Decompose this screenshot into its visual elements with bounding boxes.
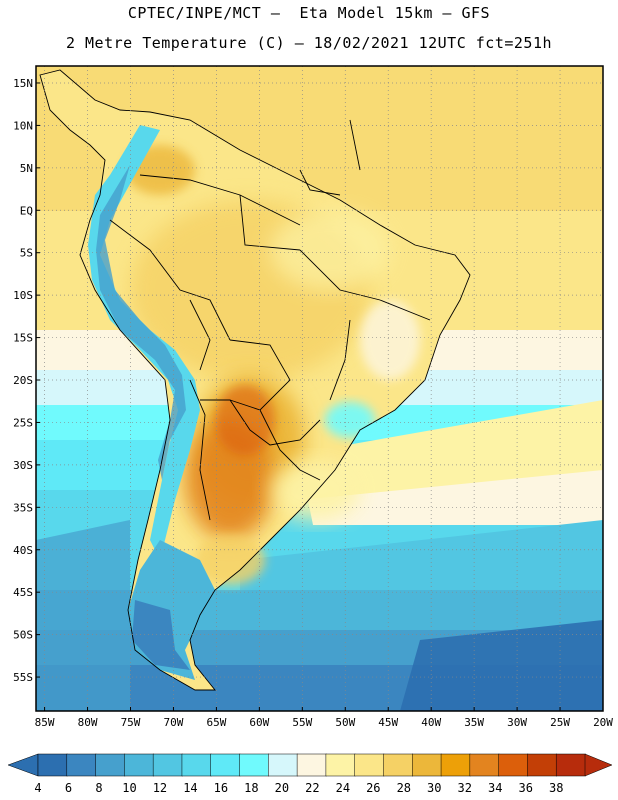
colorbar-tick-label: 24 — [336, 781, 350, 795]
latitude-tick-label: 25S — [13, 416, 33, 429]
temperature-field — [36, 66, 603, 711]
longitude-labels: 85W 80W 75W 70W 65W 60W 55W 50W 45W 40W 35W 30W 25W 2… — [35, 707, 613, 729]
longitude-tick-label: 80W — [78, 716, 98, 729]
colorbar-tick-label: 32 — [458, 781, 472, 795]
longitude-tick-label: 75W — [121, 716, 141, 729]
colorbar-swatch — [66, 753, 97, 777]
colorbar-labels: 4 6 8 10 12 14 16 18 20 22 24 26 28 30 32 34 36 38 — [34, 781, 563, 795]
colorbar-swatch — [555, 753, 586, 777]
longitude-tick-label: 35W — [464, 716, 484, 729]
longitude-tick-label: 45W — [378, 716, 398, 729]
colorbar-swatch — [296, 753, 327, 777]
longitude-tick-label: 85W — [35, 716, 55, 729]
colorbar-tick-label: 18 — [244, 781, 258, 795]
colorbar-tick-label: 12 — [153, 781, 167, 795]
colorbar-tick-label: 22 — [305, 781, 319, 795]
colorbar-tick-label: 8 — [95, 781, 102, 795]
colorbar-tick-label: 14 — [183, 781, 197, 795]
colorbar-tick-label: 28 — [397, 781, 411, 795]
colorbar-tick-label: 38 — [549, 781, 563, 795]
latitude-tick-label: 20S — [13, 374, 33, 387]
longitude-tick-label: 55W — [292, 716, 312, 729]
colorbar-swatch — [181, 753, 212, 777]
longitude-tick-label: 30W — [507, 716, 527, 729]
colorbar-low-extension — [7, 753, 39, 777]
latitude-tick-label: 45S — [13, 586, 33, 599]
colorbar-tick-label: 34 — [488, 781, 502, 795]
colorbar-tick-label: 20 — [275, 781, 289, 795]
longitude-tick-label: 50W — [335, 716, 355, 729]
latitude-tick-label: EQ — [20, 204, 33, 217]
temperature-map: 15N 10N 5N EQ 5S 10S 15S 20S 25S 30S 35S 40S 45S 50S 5… — [13, 65, 613, 729]
lat-lon-grid — [36, 66, 603, 711]
colorbar-swatch — [152, 753, 183, 777]
title-line-1: CPTEC/INPE/MCT – Eta Model 15km – GFS — [127, 4, 491, 22]
colorbar-swatch — [469, 753, 500, 777]
colorbar-swatch — [354, 753, 385, 777]
longitude-tick-label: 40W — [421, 716, 441, 729]
latitude-tick-label: 10S — [13, 289, 33, 302]
longitude-tick-label: 60W — [249, 716, 269, 729]
colorbar-swatch — [37, 753, 68, 777]
latitude-tick-label: 35S — [13, 501, 33, 514]
colorbar-tick-label: 30 — [427, 781, 441, 795]
longitude-tick-label: 65W — [206, 716, 226, 729]
map-frame — [35, 65, 604, 712]
latitude-tick-label: 55S — [13, 671, 33, 684]
colorbar-swatch — [498, 753, 529, 777]
colorbar-tick-label: 26 — [366, 781, 380, 795]
colorbar-swatch — [527, 753, 557, 777]
colorbar-swatch — [325, 753, 356, 777]
colorbar-tick-label: 6 — [65, 781, 72, 795]
longitude-tick-label: 70W — [164, 716, 184, 729]
colorbar-swatch — [440, 753, 471, 777]
colorbar-tick-label: 36 — [519, 781, 533, 795]
latitude-tick-label: 15S — [13, 332, 33, 345]
latitude-tick-label: 5S — [20, 247, 33, 260]
latitude-tick-label: 10N — [13, 119, 33, 132]
colorbar-swatch — [412, 753, 442, 777]
colorbar-swatch — [268, 753, 298, 777]
latitude-tick-label: 30S — [13, 459, 33, 472]
colorbar-swatch — [124, 753, 154, 777]
latitude-tick-label: 5N — [20, 162, 33, 175]
longitude-tick-label: 20W — [593, 716, 613, 729]
latitude-tick-label: 50S — [13, 629, 33, 642]
colorbar-swatch — [95, 753, 126, 777]
colorbar-tick-label: 16 — [214, 781, 228, 795]
colorbar-swatch — [239, 753, 270, 777]
title-line-2: 2 Metre Temperature (C) – 18/02/2021 12U… — [65, 34, 553, 52]
colorbar: 4 6 8 10 12 14 16 18 20 22 24 26 28 30 32 34 36 38 — [7, 753, 613, 795]
colorbar-tick-label: 10 — [122, 781, 136, 795]
longitude-tick-label: 25W — [550, 716, 570, 729]
colorbar-swatch — [383, 753, 414, 777]
latitude-tick-label: 15N — [13, 77, 33, 90]
latitude-labels: 15N 10N 5N EQ 5S 10S 15S 20S 25S 30S 35S 40S 45S 50S 5… — [13, 77, 40, 684]
colorbar-high-extension — [584, 753, 613, 777]
colorbar-swatch — [210, 753, 241, 777]
colorbar-tick-label: 4 — [34, 781, 41, 795]
latitude-tick-label: 40S — [13, 544, 33, 557]
